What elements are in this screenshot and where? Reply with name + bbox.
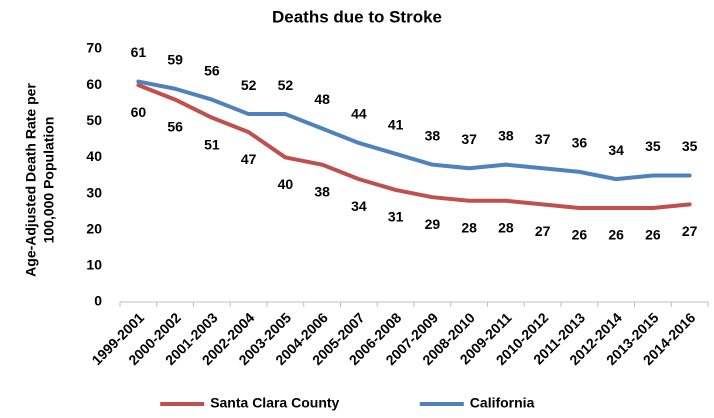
- y-tick-label: 70: [86, 40, 102, 56]
- data-label: 26: [645, 227, 661, 243]
- series-line: [136, 79, 692, 182]
- data-label: 29: [425, 216, 441, 232]
- data-label: 48: [314, 91, 330, 107]
- y-axis-title-line: Age-Adjusted Death Rate per: [23, 83, 39, 277]
- y-tick-label: 40: [86, 148, 102, 164]
- data-label: 60: [131, 104, 147, 120]
- data-label: 59: [167, 51, 183, 67]
- data-label: 34: [608, 142, 624, 158]
- data-label: 36: [572, 135, 588, 151]
- data-label: 40: [278, 176, 294, 192]
- y-axis-title-line: 100,000 Population: [41, 117, 57, 244]
- data-label: 28: [498, 220, 514, 236]
- data-label: 56: [204, 62, 220, 78]
- data-label: 26: [572, 227, 588, 243]
- legend-label: Santa Clara County: [210, 395, 339, 411]
- legend-label: California: [470, 395, 535, 411]
- y-tick-label: 20: [86, 220, 102, 236]
- y-tick-label: 60: [86, 76, 102, 92]
- data-label: 28: [461, 220, 477, 236]
- data-label: 34: [351, 198, 367, 214]
- data-label: 38: [498, 127, 514, 143]
- data-label: 47: [241, 151, 257, 167]
- y-tick-label: 0: [94, 293, 102, 309]
- chart-title: Deaths due to Stroke: [272, 7, 442, 26]
- data-label: 27: [682, 223, 698, 239]
- data-label: 51: [204, 136, 220, 152]
- data-label: 37: [461, 131, 477, 147]
- y-tick-label: 10: [86, 257, 102, 273]
- data-label: 37: [535, 131, 551, 147]
- data-label: 26: [608, 227, 624, 243]
- data-label: 61: [131, 44, 147, 60]
- data-label: 44: [351, 106, 367, 122]
- data-label: 38: [425, 127, 441, 143]
- y-tick-label: 30: [86, 184, 102, 200]
- data-label: 35: [645, 138, 661, 154]
- series-line: [136, 83, 692, 211]
- data-label: 56: [167, 118, 183, 134]
- data-label: 41: [388, 117, 404, 133]
- data-label: 38: [314, 183, 330, 199]
- data-label: 27: [535, 223, 551, 239]
- data-label: 31: [388, 209, 404, 225]
- y-axis-title: Age-Adjusted Death Rate per 100,000 Popu…: [23, 83, 57, 277]
- data-label: 52: [241, 77, 257, 93]
- data-label: 35: [682, 138, 698, 154]
- data-label: 52: [278, 77, 294, 93]
- y-tick-label: 50: [86, 112, 102, 128]
